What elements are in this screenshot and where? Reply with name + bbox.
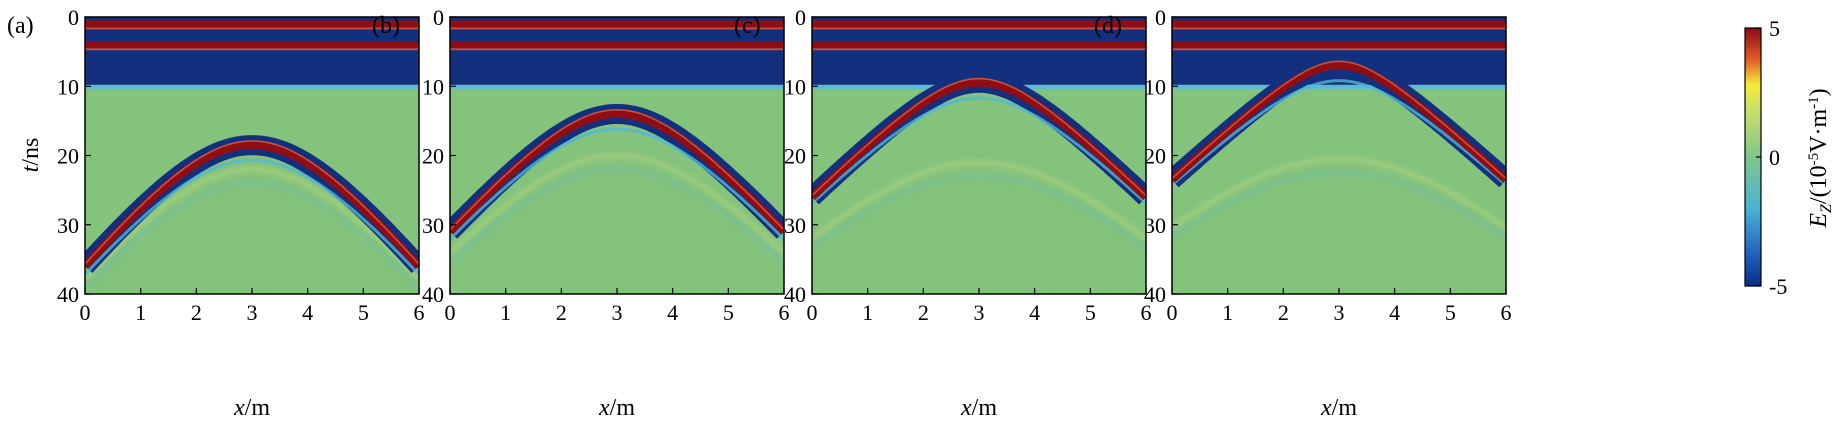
reflection-core xyxy=(1172,61,1506,183)
x-tick-label: 1 xyxy=(135,300,146,325)
colorbar-tick-label: 5 xyxy=(1769,16,1780,41)
x-tick-label: 3 xyxy=(612,300,623,325)
y-tick-label: 0 xyxy=(1155,5,1166,30)
direct-wave-band-1 xyxy=(812,20,1146,28)
reflection-tail xyxy=(85,158,419,276)
y-tick-label: 20 xyxy=(1144,144,1166,169)
panel-label: (c) xyxy=(734,13,761,39)
x-tick-label: 1 xyxy=(862,300,873,325)
x-tick-label: 2 xyxy=(1278,300,1289,325)
ghost-reflection-2 xyxy=(450,167,784,263)
direct-wave-band-1 xyxy=(85,20,419,28)
ghost-reflection xyxy=(450,154,784,255)
x-tick-label: 4 xyxy=(667,300,678,325)
y-tick-label: 40 xyxy=(1144,282,1166,307)
x-tick-label: 2 xyxy=(191,300,202,325)
ghost-reflection xyxy=(85,167,419,281)
y-tick-label: 40 xyxy=(57,282,79,307)
y-tick-label: 30 xyxy=(1144,213,1166,238)
x-tick-label: 3 xyxy=(1334,300,1345,325)
colorbar-label: EZ/(10-5V·m-1) xyxy=(1806,88,1835,228)
direct-wave-edge xyxy=(85,84,419,89)
reflection-highlight xyxy=(1172,60,1506,180)
x-axis-label: x/m xyxy=(233,395,270,421)
direct-wave-edge xyxy=(1172,84,1506,89)
x-tick-label: 6 xyxy=(414,300,425,325)
reflection-highlight xyxy=(812,77,1146,197)
y-tick-label: 20 xyxy=(57,144,79,169)
y-tick-label: 20 xyxy=(784,144,806,169)
colorbar: 5 0 -5 EZ/(10-5V·m-1) xyxy=(1744,16,1835,299)
colorbar-tick-label: -5 xyxy=(1769,274,1787,299)
panel-label: (b) xyxy=(372,13,400,39)
x-tick-label: 0 xyxy=(80,300,91,325)
panel-label: (a) xyxy=(7,13,34,39)
direct-wave-edge xyxy=(450,84,784,89)
direct-wave-band-2 xyxy=(85,41,419,49)
reflection-highlight xyxy=(450,109,784,231)
x-tick-label: 3 xyxy=(974,300,985,325)
y-tick-label: 40 xyxy=(422,282,444,307)
y-tick-label: 40 xyxy=(784,282,806,307)
x-tick-label: 1 xyxy=(1222,300,1233,325)
y-tick-label: 10 xyxy=(1144,74,1166,99)
reflection-tail xyxy=(812,96,1146,205)
reflection-core xyxy=(85,141,419,269)
x-tick-label: 6 xyxy=(779,300,790,325)
x-tick-label: 4 xyxy=(302,300,313,325)
x-tick-label: 2 xyxy=(556,300,567,325)
panel-a: 0 1 2 3 4 5 6 0 10 20 30 40 x/m (a) xyxy=(7,5,425,421)
y-tick-label: 30 xyxy=(784,213,806,238)
direct-wave-band-1 xyxy=(1172,20,1506,28)
ghost-reflection-2 xyxy=(812,174,1146,250)
direct-wave-band-1 xyxy=(450,20,784,28)
x-tick-label: 6 xyxy=(1141,300,1152,325)
x-tick-label: 6 xyxy=(1501,300,1512,325)
reflection-highlight xyxy=(85,140,419,265)
y-tick-label: 10 xyxy=(784,74,806,99)
y-tick-label: 30 xyxy=(422,213,444,238)
direct-wave-band-2 xyxy=(450,41,784,49)
y-tick-label: 10 xyxy=(57,74,79,99)
x-tick-label: 5 xyxy=(723,300,734,325)
reflection-tail xyxy=(450,127,784,241)
x-tick-label: 2 xyxy=(918,300,929,325)
panel-label: (d) xyxy=(1094,13,1122,39)
reflection-tail xyxy=(1172,79,1506,187)
y-tick-label: 30 xyxy=(57,213,79,238)
x-tick-label: 0 xyxy=(1167,300,1178,325)
x-axis-label: x/m xyxy=(960,395,997,421)
x-tick-label: 1 xyxy=(500,300,511,325)
x-tick-label: 5 xyxy=(1085,300,1096,325)
x-tick-label: 5 xyxy=(358,300,369,325)
y-tick-label: 0 xyxy=(68,5,79,30)
x-tick-label: 0 xyxy=(445,300,456,325)
y-tick-label: 20 xyxy=(422,144,444,169)
x-axis-label: x/m xyxy=(1320,395,1357,421)
reflection-core xyxy=(812,78,1146,201)
y-tick-label: 0 xyxy=(433,5,444,30)
y-axis-label: t/ns xyxy=(18,138,44,173)
y-tick-label: 10 xyxy=(422,74,444,99)
ghost-reflection xyxy=(1172,157,1506,229)
colorbar-tick-label: 0 xyxy=(1769,145,1780,170)
x-tick-label: 3 xyxy=(247,300,258,325)
ghost-reflection-2 xyxy=(1172,171,1506,239)
x-tick-label: 4 xyxy=(1389,300,1400,325)
direct-wave-band-2 xyxy=(1172,41,1506,49)
ghost-reflection xyxy=(812,160,1146,241)
direct-wave-band-2 xyxy=(812,41,1146,49)
x-tick-label: 0 xyxy=(807,300,818,325)
x-tick-label: 5 xyxy=(1445,300,1456,325)
x-axis-label: x/m xyxy=(598,395,635,421)
y-tick-label: 0 xyxy=(795,5,806,30)
ghost-reflection-2 xyxy=(85,181,419,289)
x-tick-label: 4 xyxy=(1029,300,1040,325)
reflection-core xyxy=(450,109,784,235)
